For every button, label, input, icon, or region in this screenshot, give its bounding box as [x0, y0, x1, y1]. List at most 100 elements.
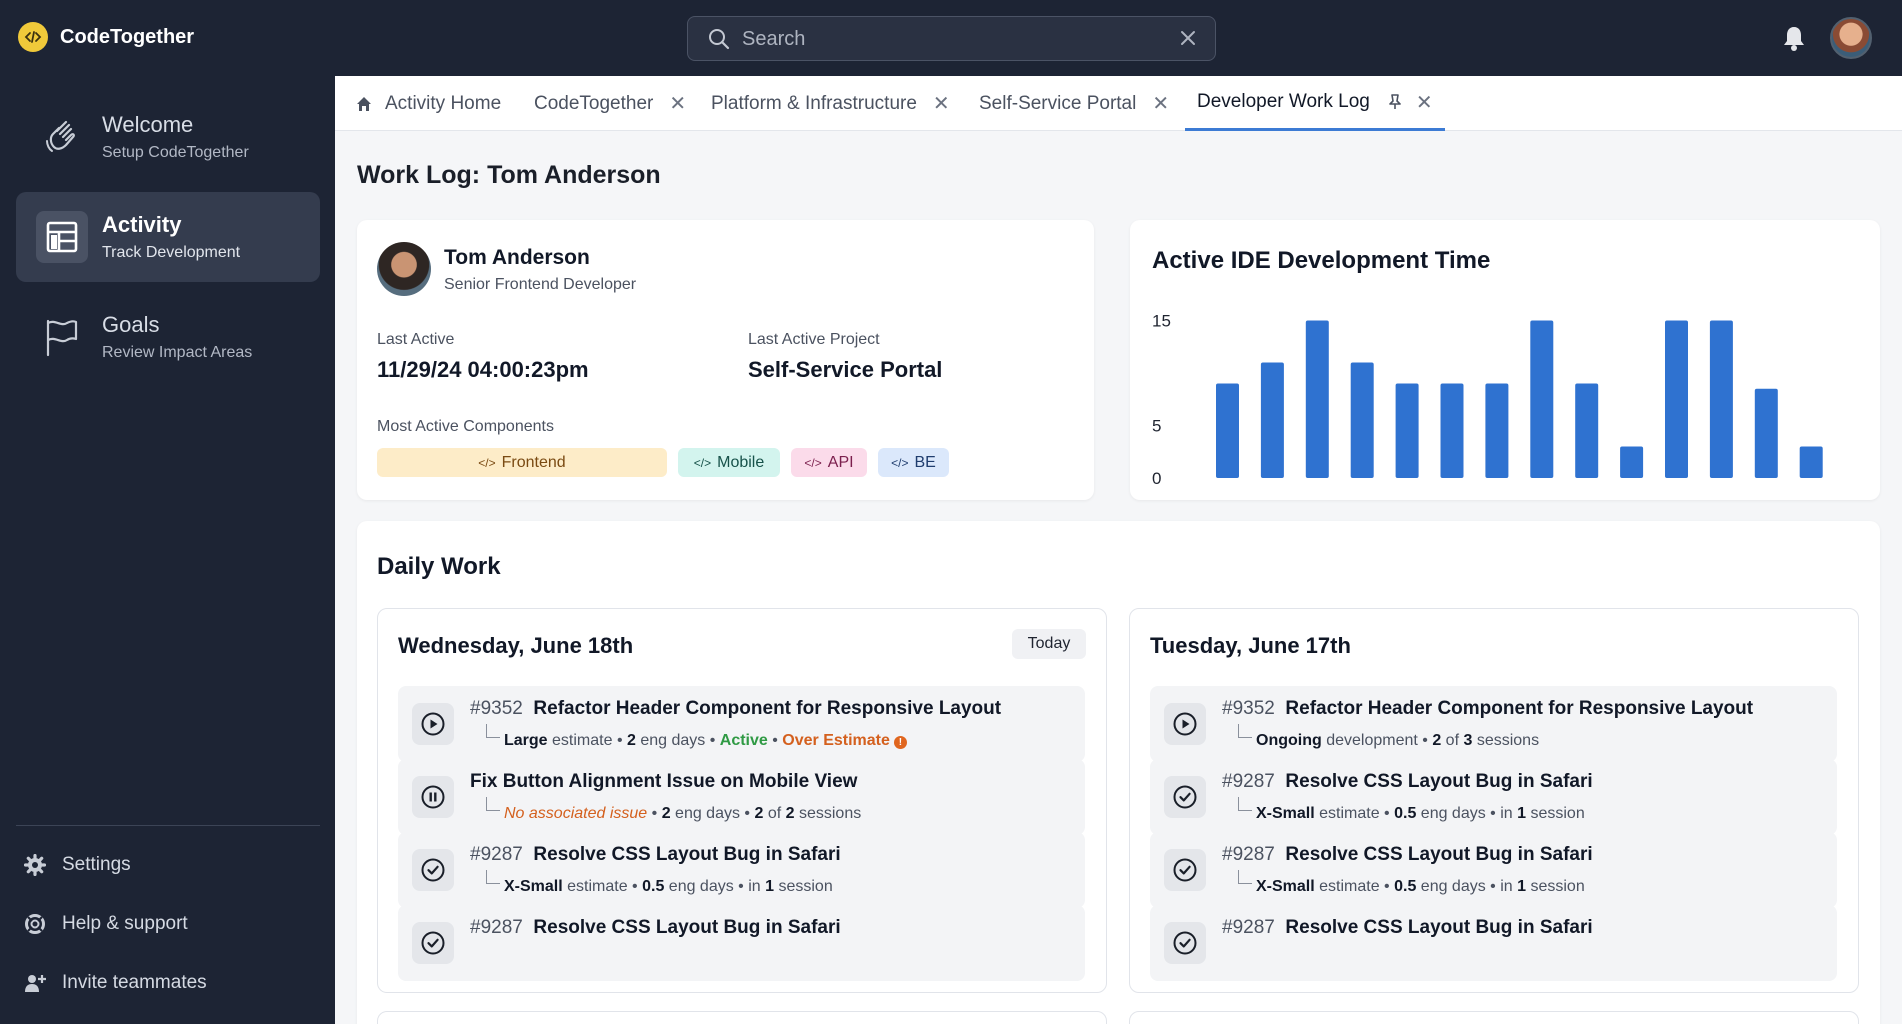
chart-bar[interactable] [1665, 320, 1688, 479]
main-content: Activity Home CodeTogether ✕ Platform & … [335, 76, 1902, 1024]
chart-bar[interactable] [1260, 362, 1284, 479]
tab-bar: Activity Home CodeTogether ✕ Platform & … [335, 76, 1902, 131]
chart-bar[interactable] [1709, 320, 1733, 479]
day-panel-next [377, 1011, 1107, 1024]
code-icon: </> [693, 455, 712, 470]
work-item[interactable]: #9287 Resolve CSS Layout Bug in Safari X-… [1150, 832, 1837, 908]
dashboard-icon [36, 211, 88, 263]
check-icon[interactable] [412, 849, 454, 891]
search-input[interactable] [742, 25, 1162, 53]
close-tab-icon[interactable]: ✕ [1152, 93, 1170, 115]
work-item-title: Fix Button Alignment Issue on Mobile Vie… [470, 771, 858, 792]
pause-icon[interactable] [412, 776, 454, 818]
ide-time-chart-card: Active IDE Development Time 15 5 0 [1130, 220, 1880, 500]
play-icon[interactable] [412, 703, 454, 745]
work-item-details: X-Small estimate • 0.5 eng days • in 1 s… [1238, 870, 1585, 896]
check-icon[interactable] [1164, 922, 1206, 964]
sidebar-item-welcome[interactable]: Welcome Setup CodeTogether [16, 92, 320, 182]
check-icon[interactable] [1164, 776, 1206, 818]
waving-hand-icon [36, 111, 88, 163]
pin-icon[interactable] [1388, 94, 1402, 110]
work-item[interactable]: #9352 Refactor Header Component for Resp… [398, 686, 1085, 762]
brand[interactable]: CodeTogether [18, 22, 194, 52]
work-item[interactable]: #9287 Resolve CSS Layout Bug in Safari X-… [398, 832, 1085, 908]
page-title: Work Log: Tom Anderson [357, 161, 661, 189]
chart-bar[interactable] [1440, 383, 1464, 479]
components-label: Most Active Components [377, 418, 554, 435]
work-item-title: #9352 Refactor Header Component for Resp… [1222, 698, 1754, 719]
tab-developer-work-log[interactable]: Developer Work Log ✕ [1185, 76, 1445, 131]
play-icon[interactable] [1164, 703, 1206, 745]
profile-card: Tom Anderson Senior Frontend Developer L… [357, 220, 1094, 500]
work-item[interactable]: Fix Button Alignment Issue on Mobile Vie… [398, 759, 1085, 835]
close-tab-icon[interactable]: ✕ [669, 93, 687, 115]
warning-icon: ! [893, 736, 907, 749]
user-avatar[interactable] [1830, 17, 1872, 59]
work-item-details: Ongoing development • 2 of 3 sessions [1238, 724, 1539, 750]
sidebar-item-title: Welcome [102, 112, 194, 137]
sidebar-help[interactable]: Help & support [24, 913, 188, 935]
check-icon[interactable] [412, 922, 454, 964]
sidebar-item-goals[interactable]: Goals Review Impact Areas [16, 292, 320, 382]
code-icon: </> [891, 455, 909, 470]
invite-label: Invite teammates [62, 972, 207, 993]
close-tab-icon[interactable]: ✕ [932, 93, 950, 115]
work-item[interactable]: #9287 Resolve CSS Layout Bug in Safari [398, 905, 1085, 981]
developer-role: Senior Frontend Developer [444, 276, 637, 293]
sidebar-item-activity[interactable]: Activity Track Development [16, 192, 320, 282]
chart-bar[interactable] [1485, 383, 1509, 479]
chart-bar[interactable] [1754, 388, 1778, 478]
sidebar-item-subtitle: Setup CodeTogether [102, 144, 249, 161]
life-ring-icon [25, 914, 45, 934]
sidebar-settings[interactable]: Settings [24, 854, 131, 876]
chart-bar[interactable] [1395, 383, 1419, 479]
sidebar-item-title: Goals [102, 312, 160, 337]
tab-platform-infrastructure[interactable]: Platform & Infrastructure ✕ [711, 76, 950, 131]
search-box[interactable] [687, 16, 1216, 61]
check-icon[interactable] [1164, 849, 1206, 891]
chart-bar[interactable] [1216, 383, 1239, 479]
component-tag-api[interactable]: </> API [791, 448, 867, 477]
app-name: CodeTogether [60, 25, 195, 48]
tab-label: Platform & Infrastructure [711, 92, 917, 114]
tab-self-service-portal[interactable]: Self-Service Portal ✕ [979, 76, 1169, 131]
clear-search-icon[interactable] [1179, 29, 1197, 47]
chart-bar[interactable] [1620, 446, 1644, 479]
chart-bar[interactable] [1575, 383, 1599, 479]
work-item-title: #9352 Refactor Header Component for Resp… [470, 698, 1002, 719]
component-tag-mobile[interactable]: </> Mobile [678, 448, 780, 477]
tab-label: CodeTogether [534, 92, 654, 114]
work-item[interactable]: #9352 Refactor Header Component for Resp… [1150, 686, 1837, 762]
day-panel-tuesday: Tuesday, June 17th #9352 Refactor Header… [1129, 608, 1859, 993]
chart-bar[interactable] [1530, 320, 1554, 479]
work-item[interactable]: #9287 Resolve CSS Layout Bug in Safari [1150, 905, 1837, 981]
last-active-value: 11/29/24 04:00:23pm [377, 357, 589, 382]
work-item-details: X-Small estimate • 0.5 eng days • in 1 s… [1238, 797, 1585, 823]
component-tag-be[interactable]: </> BE [878, 448, 949, 477]
code-icon: </> [478, 455, 496, 470]
work-item-details: No associated issue • 2 eng days • 2 of … [486, 797, 861, 823]
chart-title: Active IDE Development Time [1152, 247, 1491, 274]
chart-bar[interactable] [1305, 320, 1329, 479]
chart-bar[interactable] [1350, 362, 1374, 479]
settings-label: Settings [62, 854, 131, 875]
sidebar-invite[interactable]: Invite teammates [24, 972, 207, 994]
developer-avatar [377, 242, 431, 296]
last-project-value: Self-Service Portal [748, 357, 943, 382]
tab-label: Activity Home [385, 92, 502, 114]
day-panel-wednesday: Wednesday, June 18th Today #9352 Refacto… [377, 608, 1107, 993]
tab-codetogether[interactable]: CodeTogether ✕ [534, 76, 686, 131]
sidebar-item-title: Activity [102, 212, 182, 237]
daily-work-title: Daily Work [377, 553, 501, 580]
tab-activity-home[interactable]: Activity Home [355, 76, 501, 131]
work-item-details: X-Small estimate • 0.5 eng days • in 1 s… [486, 870, 833, 896]
chart-bar[interactable] [1799, 446, 1823, 479]
close-tab-icon[interactable]: ✕ [1415, 91, 1433, 114]
sidebar-divider [16, 825, 320, 826]
day-title: Tuesday, June 17th [1150, 633, 1351, 658]
notifications-bell-icon[interactable] [1781, 24, 1807, 52]
component-tag-frontend[interactable]: </> Frontend [377, 448, 667, 477]
work-item[interactable]: #9287 Resolve CSS Layout Bug in Safari X-… [1150, 759, 1837, 835]
search-icon [709, 29, 730, 50]
